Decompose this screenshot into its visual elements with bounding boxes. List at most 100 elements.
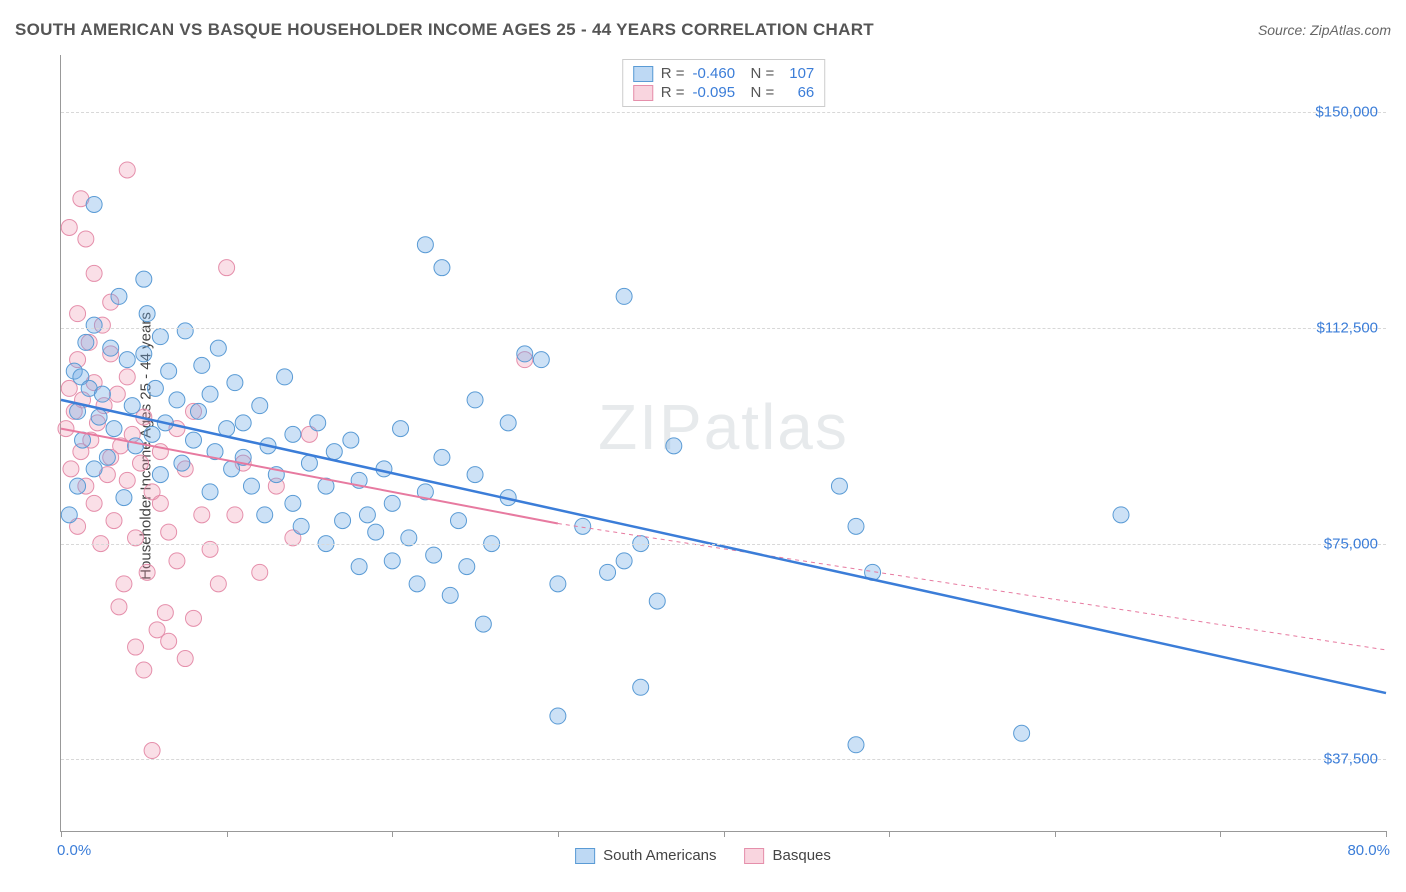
data-point [119,352,135,368]
data-point [61,507,77,523]
plot-svg [61,55,1386,831]
legend-item: Basques [745,847,831,864]
data-point [301,455,317,471]
x-tick [1220,831,1221,837]
data-point [106,513,122,529]
data-point [111,288,127,304]
regression-line [558,523,1386,649]
data-point [600,564,616,580]
data-point [285,495,301,511]
data-point [666,438,682,454]
data-point [293,518,309,534]
data-point [500,415,516,431]
data-point [136,662,152,678]
x-tick [227,831,228,837]
data-point [384,495,400,511]
x-tick [1386,831,1387,837]
data-point [227,507,243,523]
n-value: 66 [782,84,814,101]
data-point [106,421,122,437]
x-axis-min-label: 0.0% [57,842,91,859]
data-point [1014,725,1030,741]
data-point [393,421,409,437]
data-point [194,357,210,373]
data-point [434,260,450,276]
data-point [417,237,433,253]
data-point [459,559,475,575]
data-point [63,461,79,477]
data-point [533,352,549,368]
data-point [139,306,155,322]
legend-swatch [745,848,765,864]
data-point [475,616,491,632]
data-point [550,576,566,592]
regression-line [61,400,1386,693]
data-point [94,386,110,402]
data-point [161,524,177,540]
data-point [70,478,86,494]
data-point [169,553,185,569]
legend-swatch [575,848,595,864]
data-point [649,593,665,609]
data-point [86,196,102,212]
data-point [616,553,632,569]
data-point [86,265,102,281]
x-axis-max-label: 80.0% [1347,842,1390,859]
data-point [335,513,351,529]
data-point [550,708,566,724]
data-point [210,576,226,592]
data-point [139,564,155,580]
x-tick [724,831,725,837]
n-label: N = [751,65,775,82]
x-tick [558,831,559,837]
data-point [243,478,259,494]
data-point [78,231,94,247]
chart-header: SOUTH AMERICAN VS BASQUE HOUSEHOLDER INC… [15,20,1391,40]
data-point [426,547,442,563]
gridline [61,112,1386,113]
r-value: -0.095 [693,84,743,101]
data-point [235,415,251,431]
data-point [119,369,135,385]
data-point [409,576,425,592]
data-point [310,415,326,431]
data-point [326,444,342,460]
data-point [202,386,218,402]
gridline [61,328,1386,329]
data-point [86,461,102,477]
data-point [616,288,632,304]
data-point [633,679,649,695]
data-point [128,639,144,655]
data-point [70,306,86,322]
data-point [186,610,202,626]
data-point [202,484,218,500]
data-point [136,271,152,287]
x-tick [392,831,393,837]
data-point [227,375,243,391]
series-swatch [633,66,653,82]
data-point [133,455,149,471]
data-point [384,553,400,569]
legend-label: Basques [773,847,831,864]
chart-legend: South AmericansBasques [575,847,831,864]
data-point [194,507,210,523]
data-point [86,495,102,511]
data-point [61,219,77,235]
data-point [99,449,115,465]
data-point [116,576,132,592]
data-point [1113,507,1129,523]
data-point [848,737,864,753]
x-tick [61,831,62,837]
data-point [285,426,301,442]
r-label: R = [661,65,685,82]
data-point [343,432,359,448]
y-tick-label: $37,500 [1324,751,1378,768]
data-point [144,743,160,759]
data-point [517,346,533,362]
source-credit: Source: ZipAtlas.com [1258,22,1391,38]
data-point [831,478,847,494]
correlation-stats-box: R =-0.460N =107R =-0.095N =66 [622,59,826,107]
data-point [152,329,168,345]
n-label: N = [751,84,775,101]
data-point [152,495,168,511]
